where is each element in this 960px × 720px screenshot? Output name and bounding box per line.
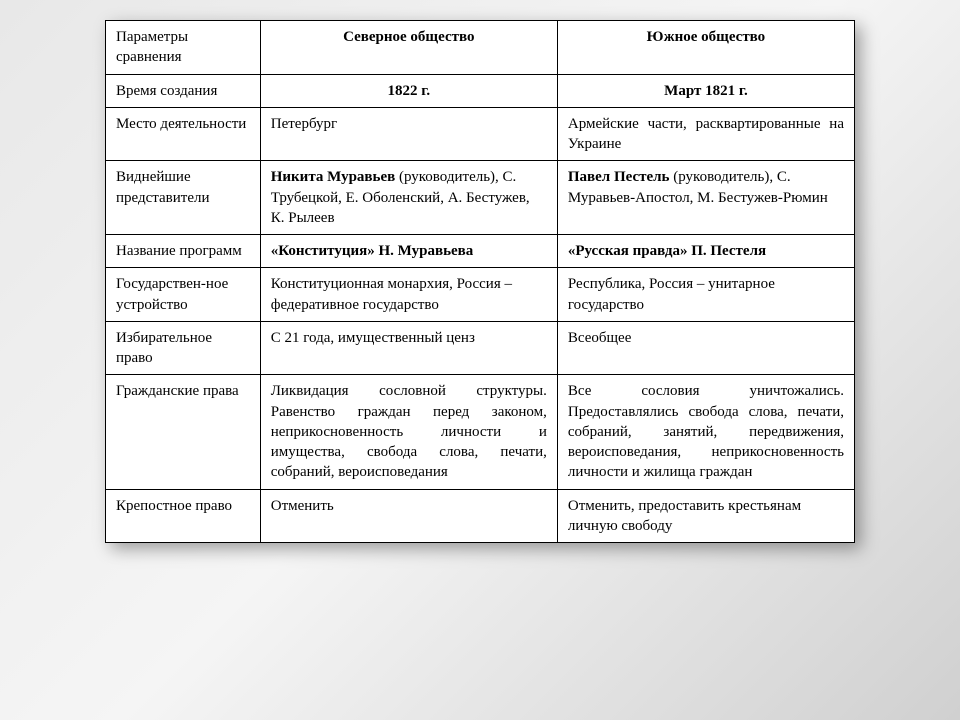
label-gov: Государствен-ное устройство: [106, 268, 261, 322]
label-serfdom: Крепостное право: [106, 489, 261, 543]
south-gov: Республика, Россия – унитарное государст…: [557, 268, 854, 322]
label-creation: Время создания: [106, 74, 261, 107]
row-serfdom: Крепостное право Отменить Отменить, пред…: [106, 489, 855, 543]
row-creation: Время создания 1822 г. Март 1821 г.: [106, 74, 855, 107]
south-serfdom: Отменить, предоставить крестьянам личную…: [557, 489, 854, 543]
label-program: Название программ: [106, 235, 261, 268]
north-program: «Конституция» Н. Муравьева: [260, 235, 557, 268]
south-program: «Русская правда» П. Пестеля: [557, 235, 854, 268]
header-param: Параметры сравнения: [106, 21, 261, 75]
north-suffrage: С 21 года, имущественный ценз: [260, 321, 557, 375]
south-leader-bold: Павел Пестель: [568, 169, 670, 185]
header-row: Параметры сравнения Северное общество Юж…: [106, 21, 855, 75]
north-gov: Конституционная монархия, Россия – федер…: [260, 268, 557, 322]
row-gov: Государствен-ное устройство Конституцион…: [106, 268, 855, 322]
row-civil: Гражданские права Ликвидация сословной с…: [106, 375, 855, 489]
north-place: Петербург: [260, 107, 557, 161]
north-serfdom: Отменить: [260, 489, 557, 543]
south-leaders: Павел Пестель (руководитель), С. Муравье…: [557, 161, 854, 235]
comparison-table: Параметры сравнения Северное общество Юж…: [105, 20, 855, 543]
south-suffrage: Всеобщее: [557, 321, 854, 375]
header-north: Северное общество: [260, 21, 557, 75]
north-creation: 1822 г.: [260, 74, 557, 107]
south-creation: Март 1821 г.: [557, 74, 854, 107]
south-place: Армейские части, расквартированные на Ук…: [557, 107, 854, 161]
row-leaders: Виднейшие представители Никита Муравьев …: [106, 161, 855, 235]
south-civil: Все сословия уничтожались. Предоставляли…: [557, 375, 854, 489]
header-south: Южное общество: [557, 21, 854, 75]
north-leader-bold: Никита Муравьев: [271, 169, 396, 185]
row-suffrage: Избирательное право С 21 года, имуществе…: [106, 321, 855, 375]
label-place: Место деятельности: [106, 107, 261, 161]
slide-container: Параметры сравнения Северное общество Юж…: [0, 0, 960, 720]
label-leaders: Виднейшие представители: [106, 161, 261, 235]
label-suffrage: Избирательное право: [106, 321, 261, 375]
north-leaders: Никита Муравьев (руководитель), С. Трубе…: [260, 161, 557, 235]
row-program: Название программ «Конституция» Н. Мурав…: [106, 235, 855, 268]
label-civil: Гражданские права: [106, 375, 261, 489]
north-civil: Ликвидация сословной структуры. Равенств…: [260, 375, 557, 489]
row-place: Место деятельности Петербург Армейские ч…: [106, 107, 855, 161]
